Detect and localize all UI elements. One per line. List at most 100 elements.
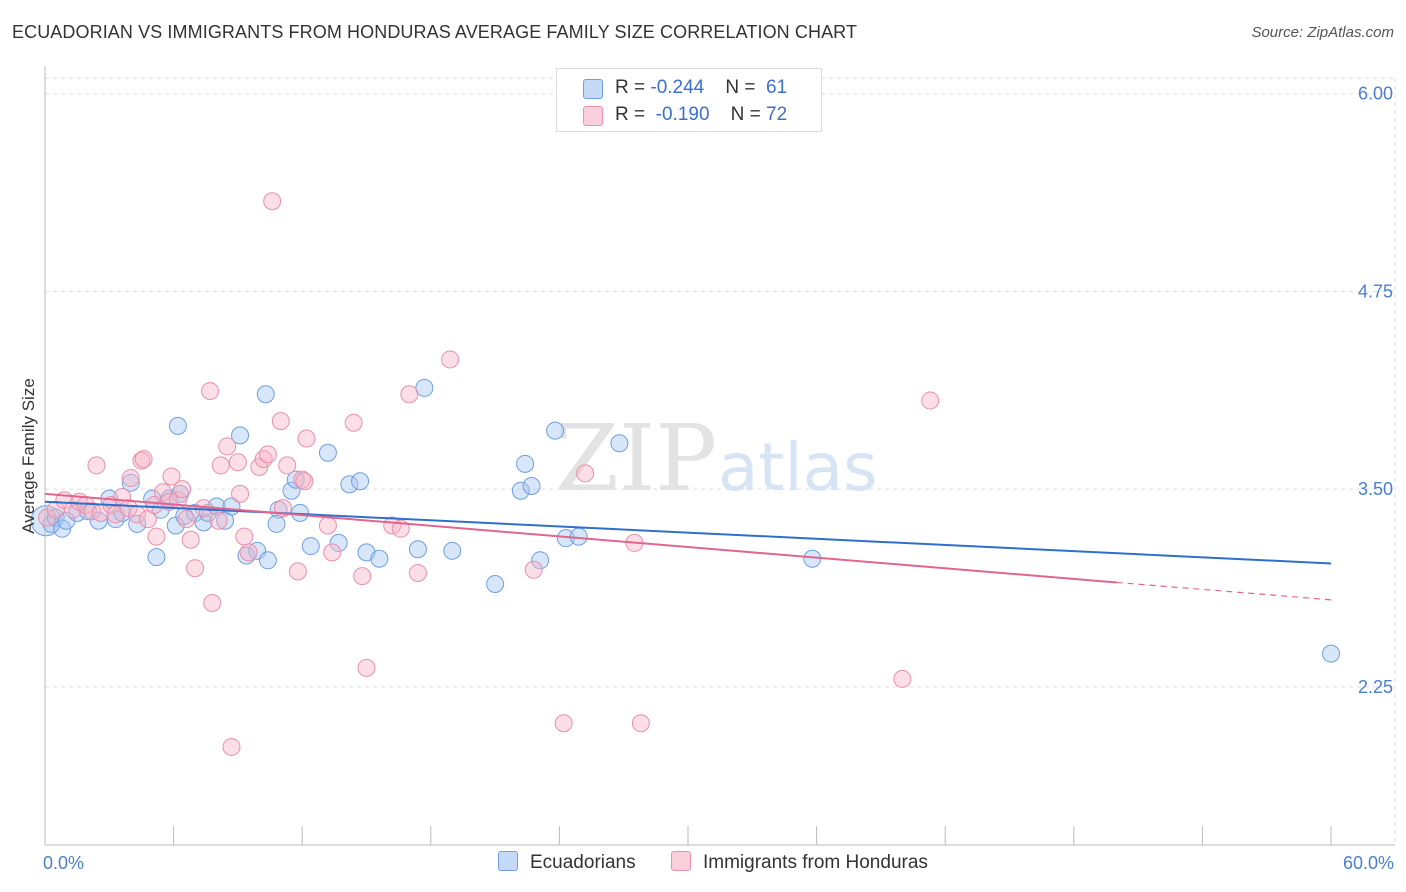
ecuadorian-point bbox=[329, 533, 348, 552]
legend-r-value: -0.190 bbox=[655, 104, 710, 125]
honduras-point bbox=[353, 567, 372, 586]
honduras-point bbox=[147, 527, 166, 546]
ecuadorian-point bbox=[340, 475, 359, 494]
honduras-point bbox=[554, 714, 573, 733]
ecuadorian-point bbox=[237, 546, 256, 565]
x-tick-label-max: 60.0% bbox=[1343, 853, 1394, 873]
legend-n-label: N = bbox=[730, 104, 767, 125]
honduras-point bbox=[297, 429, 316, 448]
honduras-point bbox=[400, 385, 419, 404]
watermark: ZIP atlas bbox=[555, 405, 878, 512]
honduras-point bbox=[271, 412, 290, 431]
honduras-point bbox=[201, 382, 220, 401]
axes bbox=[44, 66, 1395, 846]
honduras-point bbox=[323, 543, 342, 562]
honduras-trendline bbox=[44, 492, 1117, 584]
y-tick-label: 4.75 bbox=[1358, 281, 1393, 301]
honduras-point bbox=[231, 484, 250, 503]
honduras-point bbox=[357, 658, 376, 677]
legend-n-label: N = bbox=[725, 77, 761, 98]
y-tick-label: 3.50 bbox=[1358, 479, 1393, 499]
ecuadorian-point bbox=[231, 426, 250, 445]
stats-legend: R = -0.244 N = 61 R = -0.190 N = 72 bbox=[556, 68, 822, 132]
ecuadorian-point bbox=[318, 443, 337, 462]
honduras-point bbox=[408, 563, 427, 582]
honduras-point bbox=[318, 516, 337, 535]
ecuadorian-point bbox=[301, 537, 320, 556]
ecuadorian-point bbox=[168, 416, 187, 435]
honduras-point bbox=[921, 391, 940, 410]
honduras-point bbox=[203, 594, 222, 613]
ecuadorian-point bbox=[408, 540, 427, 559]
honduras-point bbox=[235, 527, 254, 546]
bottom-legend-label: Immigrants from Honduras bbox=[703, 852, 928, 873]
ecuadorian-point bbox=[1322, 644, 1340, 663]
honduras-point bbox=[344, 413, 363, 432]
ecuadorian-point bbox=[256, 385, 275, 404]
honduras-point bbox=[153, 483, 172, 502]
ecuadorian-point bbox=[415, 378, 434, 397]
ecuadorian-point bbox=[121, 473, 140, 492]
honduras-point bbox=[295, 472, 314, 491]
honduras-point bbox=[145, 495, 164, 514]
honduras-point bbox=[173, 480, 192, 499]
ecuadorian-point bbox=[443, 541, 462, 560]
honduras-point bbox=[239, 543, 258, 562]
x-tick-label-min: 0.0% bbox=[43, 853, 84, 873]
watermark-atlas: atlas bbox=[718, 429, 878, 506]
ecuadorian-point bbox=[610, 434, 629, 453]
bottom-legend-swatch-pink bbox=[671, 851, 691, 871]
source-label: Source: ZipAtlas.com bbox=[1251, 24, 1394, 41]
honduras-point bbox=[209, 511, 228, 530]
watermark-zip: ZIP bbox=[555, 405, 717, 512]
honduras-point bbox=[278, 456, 297, 475]
honduras-point bbox=[121, 469, 140, 488]
legend-swatch-blue bbox=[583, 79, 603, 99]
honduras-point bbox=[288, 562, 307, 581]
trend-lines bbox=[44, 492, 1332, 601]
ecuadorian-point bbox=[258, 551, 277, 570]
honduras-point bbox=[162, 467, 181, 486]
honduras-point bbox=[222, 737, 241, 756]
honduras-point bbox=[893, 669, 912, 688]
honduras-point bbox=[134, 450, 153, 469]
y-axis-label: Average Family Size bbox=[19, 378, 38, 534]
ecuadorian-point bbox=[522, 476, 541, 495]
chart-title: ECUADORIAN VS IMMIGRANTS FROM HONDURAS A… bbox=[12, 22, 858, 42]
ecuadorian-point bbox=[546, 421, 565, 440]
bottom-legend-ecuadorians: Ecuadorians bbox=[498, 851, 636, 874]
honduras-point bbox=[263, 192, 282, 211]
y-tick-label: 2.25 bbox=[1358, 677, 1393, 697]
honduras-point bbox=[87, 456, 106, 475]
honduras-trendline-extension bbox=[1116, 581, 1332, 601]
honduras-point bbox=[186, 559, 205, 578]
honduras-point bbox=[228, 453, 247, 472]
legend-r-value: -0.244 bbox=[650, 77, 705, 98]
legend-r-label: R = bbox=[615, 77, 651, 98]
bottom-legend-label: Ecuadorians bbox=[530, 852, 636, 873]
honduras-point bbox=[211, 456, 230, 475]
honduras-point bbox=[177, 510, 196, 529]
y-tick-label: 6.00 bbox=[1358, 84, 1393, 104]
legend-swatch-pink bbox=[583, 106, 603, 126]
ecuadorian-point bbox=[282, 481, 301, 500]
honduras-point bbox=[441, 350, 460, 369]
axis-labels: 2.25 3.50 4.75 6.00 0.0% 60.0% Average Family … bbox=[19, 84, 1394, 873]
ecuadorian-point bbox=[147, 548, 166, 567]
ecuadorian-point bbox=[370, 549, 389, 568]
ecuadorian-point bbox=[267, 514, 286, 533]
honduras-point bbox=[576, 464, 595, 483]
legend-n-value: 61 bbox=[766, 77, 788, 98]
honduras-point bbox=[631, 714, 650, 733]
honduras-point bbox=[181, 530, 200, 549]
ecuadorian-point bbox=[106, 510, 125, 529]
bottom-legend-swatch-blue bbox=[498, 851, 518, 871]
honduras-point bbox=[258, 445, 277, 464]
ecuadorian-point bbox=[351, 472, 370, 491]
legend-n-value: 72 bbox=[766, 104, 788, 125]
ecuadorian-point bbox=[128, 514, 147, 533]
ecuadorian-point bbox=[516, 454, 535, 473]
ecuadorian-point bbox=[486, 575, 505, 594]
ecuadorian-point bbox=[194, 513, 213, 532]
